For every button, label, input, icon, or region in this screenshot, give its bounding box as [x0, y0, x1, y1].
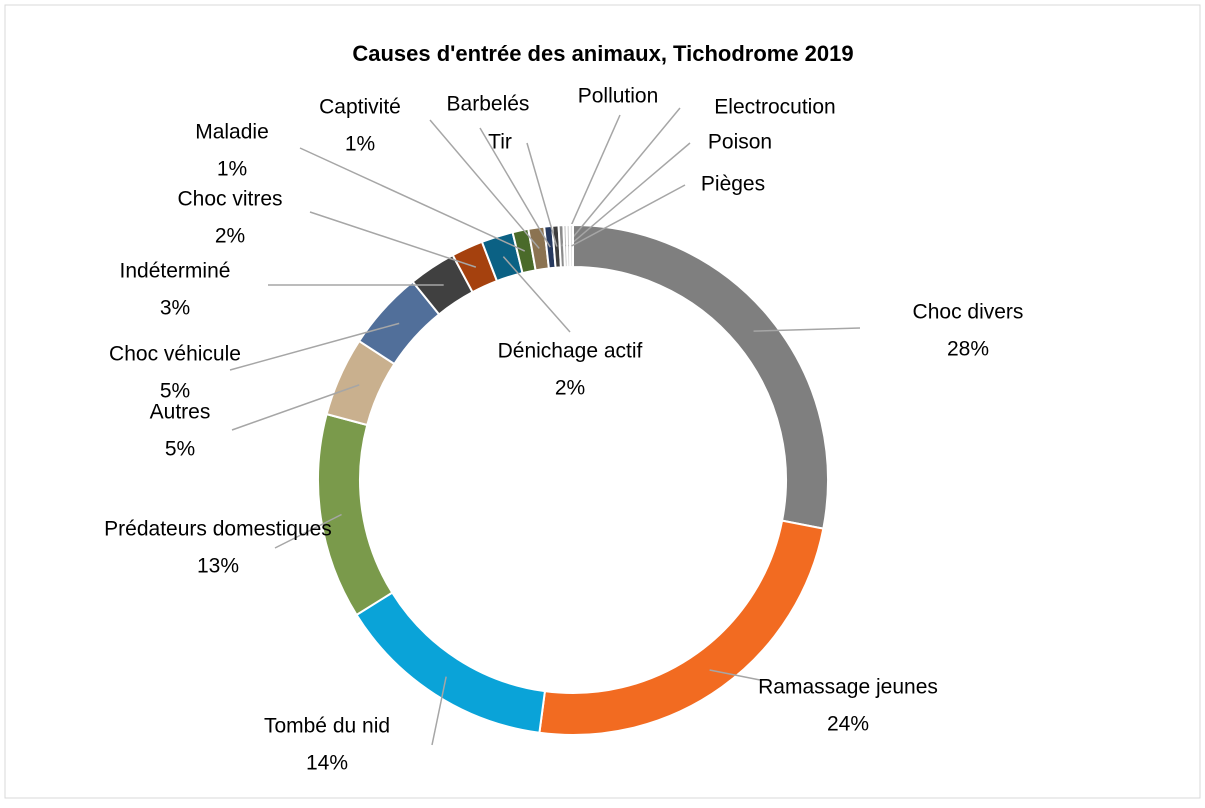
- slice-value-label: 2%: [555, 377, 585, 400]
- slice-label: Pièges: [701, 173, 765, 196]
- slice-label: Barbelés: [447, 93, 530, 116]
- slice-value-label: 5%: [165, 438, 195, 461]
- slice-label: Choc véhicule: [109, 343, 241, 366]
- slice-label: Captivité: [319, 96, 401, 119]
- slice-value-label: 24%: [827, 713, 869, 736]
- slice-value-label: 5%: [160, 380, 190, 403]
- slice-label: Tir: [488, 131, 512, 154]
- slice-label: Tombé du nid: [264, 715, 390, 738]
- slice-value-label: 1%: [345, 133, 375, 156]
- slice-value-label: 14%: [306, 752, 348, 775]
- slice-label: Pollution: [578, 85, 659, 108]
- slice-label: Electrocution: [714, 96, 835, 119]
- slice-value-label: 3%: [160, 297, 190, 320]
- slice-value-label: 28%: [947, 338, 989, 361]
- slice-label: Dénichage actif: [498, 340, 643, 363]
- slice-label: Ramassage jeunes: [758, 676, 938, 699]
- slice-label: Indéterminé: [120, 260, 231, 283]
- slice-label: Autres: [150, 401, 211, 424]
- slice-label: Choc divers: [913, 301, 1024, 324]
- slice-label: Poison: [708, 131, 772, 154]
- slice-label: Maladie: [195, 121, 269, 144]
- slice-label: Prédateurs domestiques: [104, 518, 332, 541]
- chart-title: Causes d'entrée des animaux, Tichodrome …: [352, 41, 853, 66]
- slice-value-label: 2%: [215, 225, 245, 248]
- slice-label: Choc vitres: [177, 188, 282, 211]
- slice-value-label: 1%: [217, 158, 247, 181]
- slice-value-label: 13%: [197, 555, 239, 578]
